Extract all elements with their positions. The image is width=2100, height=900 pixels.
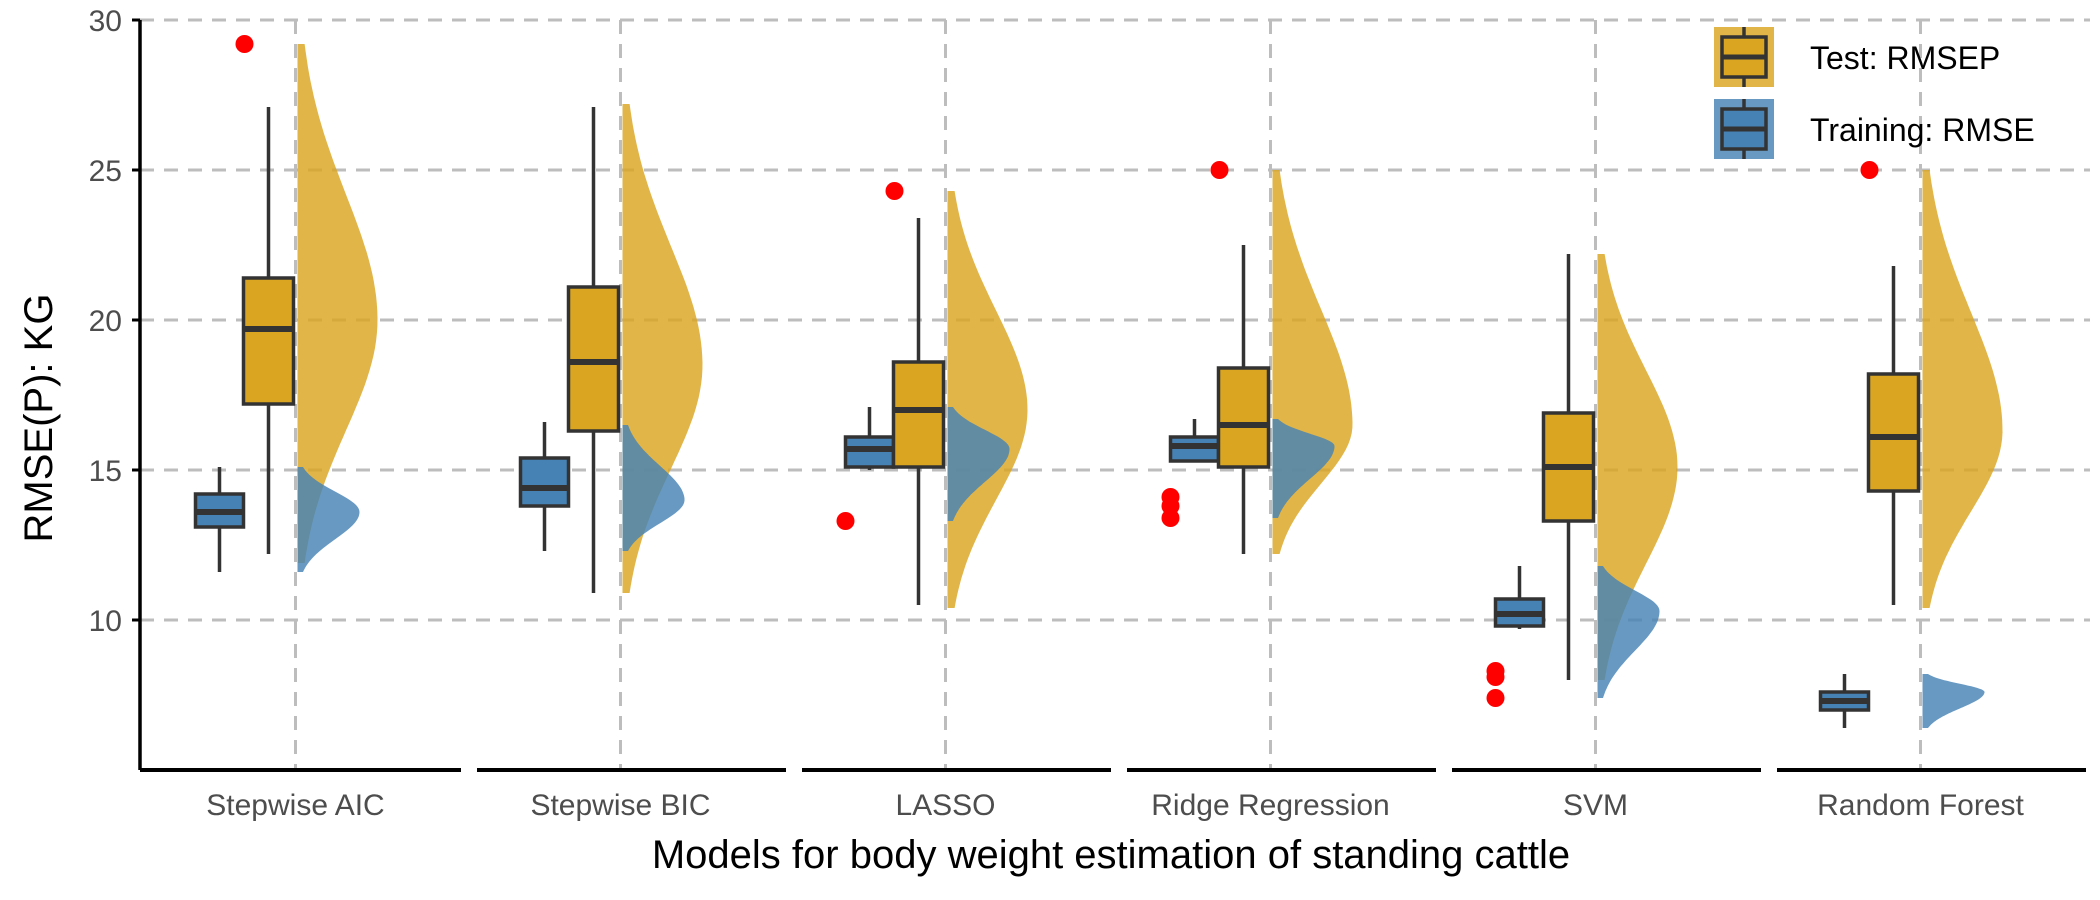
violin-test-stepwise-aic (297, 44, 378, 563)
violin-training-lasso (947, 407, 1010, 521)
box-test-stepwise-aic-box (241, 276, 296, 406)
box-test-stepwise-aic-outlier-0 (235, 35, 254, 53)
violin-training-random-forest (1922, 674, 1985, 728)
x-tick-label-stepwise-bic: Stepwise BIC (530, 789, 710, 822)
y-axis-title: RMSE(P): KG (17, 294, 61, 543)
violin-training-stepwise-bic (622, 425, 685, 551)
y-tick-label-15: 15 (89, 455, 122, 488)
legend-label-training: Training: RMSE (1810, 112, 2035, 148)
box-training-svm (1486, 566, 1546, 707)
box-test-stepwise-bic (566, 107, 621, 593)
box-test-stepwise-aic (235, 35, 296, 554)
y-tick-label-30: 30 (89, 5, 122, 38)
box-test-random-forest-box (1866, 372, 1921, 493)
box-training-stepwise-bic-box (518, 456, 571, 508)
violin-training-svm (1597, 566, 1660, 698)
box-training-ridge-regression (1161, 419, 1221, 527)
box-test-svm (1541, 254, 1596, 680)
box-test-ridge-regression (1210, 161, 1271, 554)
box-test-random-forest-outlier-0 (1860, 161, 1879, 179)
violin-training-ridge-regression (1272, 419, 1335, 518)
box-test-lasso-box (891, 360, 946, 469)
violin-test-svm (1597, 254, 1678, 680)
x-tick-label-lasso: LASSO (895, 789, 995, 822)
x-tick-label-ridge-regression: Ridge Regression (1151, 789, 1389, 822)
violins (297, 44, 2003, 728)
violin-test-lasso (947, 191, 1028, 608)
x-tick-label-stepwise-aic: Stepwise AIC (206, 789, 384, 822)
violin-training-stepwise-aic (297, 467, 360, 572)
box-training-svm-outlier-2 (1486, 689, 1505, 707)
box-test-random-forest (1860, 161, 1921, 605)
violin-test-random-forest (1922, 170, 2003, 608)
box-test-ridge-regression-box (1216, 366, 1271, 469)
box-training-lasso-outlier-0 (836, 512, 855, 530)
x-tick-label-svm: SVM (1563, 789, 1628, 822)
boxplots (193, 35, 1921, 728)
box-training-stepwise-aic (193, 467, 246, 572)
legend-key-training (1714, 99, 1774, 159)
y-tick-label-25: 25 (89, 155, 122, 188)
box-test-lasso-outlier-0 (885, 182, 904, 200)
box-training-random-forest (1818, 674, 1871, 728)
axes: 10 15 20 25 30 Stepwise AIC Stepwise BIC LASSO R… (89, 5, 2086, 822)
legend-label-test: Test: RMSEP (1810, 40, 2000, 76)
x-tick-label-random-forest: Random Forest (1817, 789, 2024, 822)
box-training-stepwise-bic (518, 422, 571, 551)
legend: Test: RMSEP Training: RMSE (1714, 27, 2035, 159)
box-test-lasso (885, 182, 946, 605)
legend-key-test (1714, 27, 1774, 87)
y-tick-label-10: 10 (89, 605, 122, 638)
x-axis-title: Models for body weight estimation of sta… (652, 833, 1570, 877)
box-training-lasso (836, 407, 896, 530)
box-test-ridge-regression-outlier-0 (1210, 161, 1229, 179)
y-tick-label-20: 20 (89, 305, 122, 338)
grid-lines (140, 18, 2090, 770)
box-training-svm-outlier-1 (1486, 668, 1505, 686)
box-training-ridge-regression-outlier-2 (1161, 509, 1180, 527)
